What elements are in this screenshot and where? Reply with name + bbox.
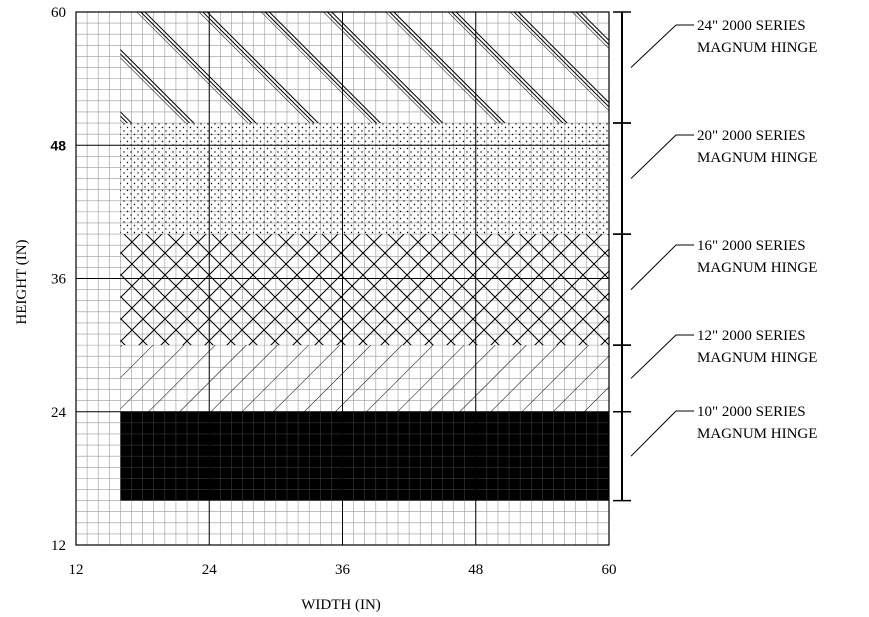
y-tick-label: 60 [51,5,66,21]
x-tick-label: 60 [602,562,617,578]
band-label-line1: 12" 2000 SERIES [697,328,806,344]
band-region-2 [120,234,610,346]
leader-line [630,410,677,457]
leader-line [630,244,677,290]
y-tick-label: 12 [51,538,66,554]
band-region-3 [120,123,610,235]
x-tick-label: 12 [69,562,84,578]
x-tick-label: 36 [335,562,351,578]
band-region-1 [120,345,610,412]
band-label-line2: MAGNUM HINGE [697,350,817,366]
band-regions [120,12,610,501]
leader-line [630,24,677,68]
band-label-line1: 10" 2000 SERIES [697,404,806,420]
x-tick-label: 24 [202,562,218,578]
band-label-line1: 20" 2000 SERIES [697,128,806,144]
y-tick-label: 36 [51,272,67,288]
band-label-line2: MAGNUM HINGE [697,40,817,56]
band-label-line1: 16" 2000 SERIES [697,238,806,254]
band-label-line2: MAGNUM HINGE [697,150,817,166]
x-tick-label: 48 [468,562,483,578]
major-grid [75,11,610,546]
plot-frame [75,11,610,546]
band-region-4 [120,12,610,124]
x-axis-label: WIDTH (IN) [301,597,381,613]
band-label-line2: MAGNUM HINGE [697,260,817,276]
band-labels: 10" 2000 SERIES MAGNUM HINGE 12" 2000 SERI… [697,18,817,442]
band-label-line2: MAGNUM HINGE [697,426,817,442]
y-tick-label: 24 [51,405,67,421]
band-label-line1: 24" 2000 SERIES [697,18,806,34]
band-brackets [613,11,694,502]
leader-line [630,334,677,379]
y-axis-label: HEIGHT (IN) [14,239,30,324]
leader-line [630,134,677,179]
y-tick-label: 48 [50,137,66,153]
tick-labels: 12 24 36 48 60 12 24 36 48 60 [50,5,616,578]
